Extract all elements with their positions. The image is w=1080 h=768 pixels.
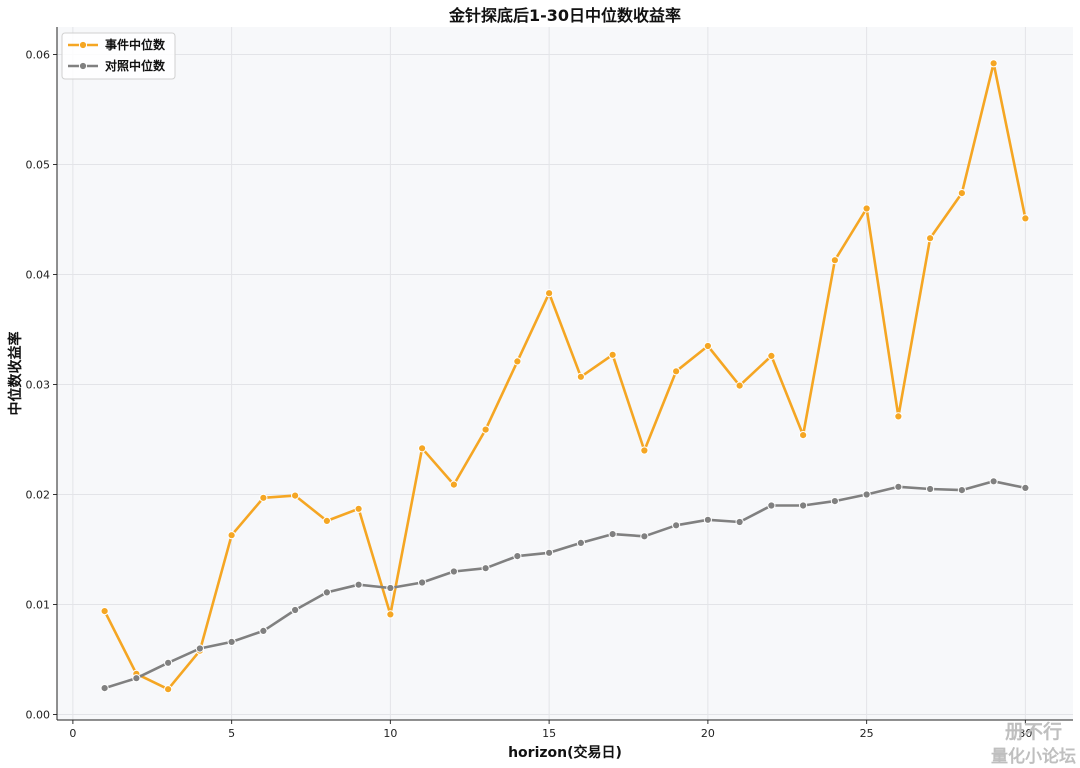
series-2-point <box>640 532 649 541</box>
series-1-point <box>481 425 490 434</box>
series-1-point <box>513 357 522 366</box>
series-1-point <box>894 412 903 421</box>
series-2-point <box>291 605 300 615</box>
series-2-point <box>957 486 966 495</box>
x-tick-label: 25 <box>860 727 874 740</box>
y-tick-label: 0.05 <box>26 159 51 172</box>
series-1-point <box>672 367 681 376</box>
series-2-point <box>449 567 458 576</box>
series-2-point <box>386 583 395 593</box>
axes: 0 5 10 15 20 25 30 0.00 0.01 0.02 0.03 0.04 0.05 0.06 <box>26 27 1073 740</box>
series-2-point <box>195 644 204 653</box>
x-tick-label: 15 <box>542 727 556 740</box>
legend-marker-1 <box>78 40 88 50</box>
series-2-point <box>418 578 427 587</box>
series-1-point <box>767 351 776 360</box>
legend-marker-2 <box>78 61 88 71</box>
series-1-point <box>227 531 236 540</box>
series-2-point <box>672 521 681 530</box>
series-1-point <box>703 341 712 351</box>
series-2-point <box>799 501 808 510</box>
series-2-point <box>227 637 236 647</box>
series-1-point <box>640 446 649 455</box>
series-2-point <box>830 497 839 506</box>
series-layer <box>100 59 1030 694</box>
y-tick-label: 0.06 <box>26 49 51 62</box>
series-1-point <box>576 372 585 381</box>
series-2-point <box>767 501 776 510</box>
series-1-point <box>322 516 331 526</box>
chart-title: 金针探底后1-30日中位数收益率 <box>448 6 681 25</box>
x-tick-label: 10 <box>383 727 397 740</box>
series-2-point <box>164 658 173 667</box>
x-tick-label: 20 <box>701 727 715 740</box>
y-tick-label: 0.04 <box>26 269 51 282</box>
series-1-point <box>418 444 427 453</box>
series-1-point <box>259 493 268 502</box>
series-2-point <box>259 626 268 636</box>
series-1-point <box>100 607 109 616</box>
series-2-point <box>894 482 903 491</box>
series-1-point <box>957 189 966 198</box>
series-1-point <box>830 256 839 265</box>
series-2-point <box>545 548 554 557</box>
series-1-point <box>545 289 554 298</box>
series-1-point <box>449 480 458 489</box>
series-2-point <box>576 538 585 548</box>
x-axis-label: horizon(交易日) <box>508 744 622 761</box>
watermark-line1: 册不行 <box>1005 720 1062 743</box>
series-1-point <box>608 350 617 359</box>
x-tick-label: 5 <box>228 727 235 740</box>
series-2-point <box>703 515 712 524</box>
y-axis-label: 中位数收益率 <box>7 332 24 416</box>
series-2-point <box>100 684 109 693</box>
series-2-point <box>608 530 617 539</box>
series-2-point <box>862 490 871 499</box>
series-line-1 <box>103 61 1027 691</box>
series-2-point <box>989 477 998 486</box>
y-tick-label: 0.01 <box>26 599 51 612</box>
series-2-point <box>481 564 490 573</box>
series-1-point <box>1021 214 1030 223</box>
series-1-point <box>862 204 871 213</box>
series-2-point <box>1021 483 1030 492</box>
legend-label-1: 事件中位数 <box>105 37 166 52</box>
watermark-line2: 量化小论坛 <box>991 746 1076 767</box>
series-1-point <box>291 491 300 500</box>
series-line-2 <box>103 479 1027 690</box>
series-1-point <box>799 431 808 440</box>
series-2-point <box>132 674 141 683</box>
series-1-point <box>386 610 395 619</box>
y-tick-label: 0.03 <box>26 379 51 392</box>
watermark: 册不行 量化小论坛 <box>991 720 1076 767</box>
series-2-point <box>354 580 363 589</box>
series-2-point <box>735 517 744 527</box>
y-tick-label: 0.00 <box>26 709 51 722</box>
x-tick-label: 0 <box>69 727 76 740</box>
series-2-point <box>322 588 331 597</box>
series-1-point <box>735 381 744 390</box>
series-1-point <box>926 234 935 243</box>
series-2-point <box>513 552 522 561</box>
series-1-point <box>164 685 173 694</box>
series-1-point <box>354 504 363 513</box>
legend-label-2: 对照中位数 <box>105 58 166 73</box>
series-2-point <box>926 484 935 494</box>
y-tick-label: 0.02 <box>26 489 51 502</box>
series-1-point <box>989 59 998 68</box>
x-tick-label: 30 <box>1018 727 1032 740</box>
